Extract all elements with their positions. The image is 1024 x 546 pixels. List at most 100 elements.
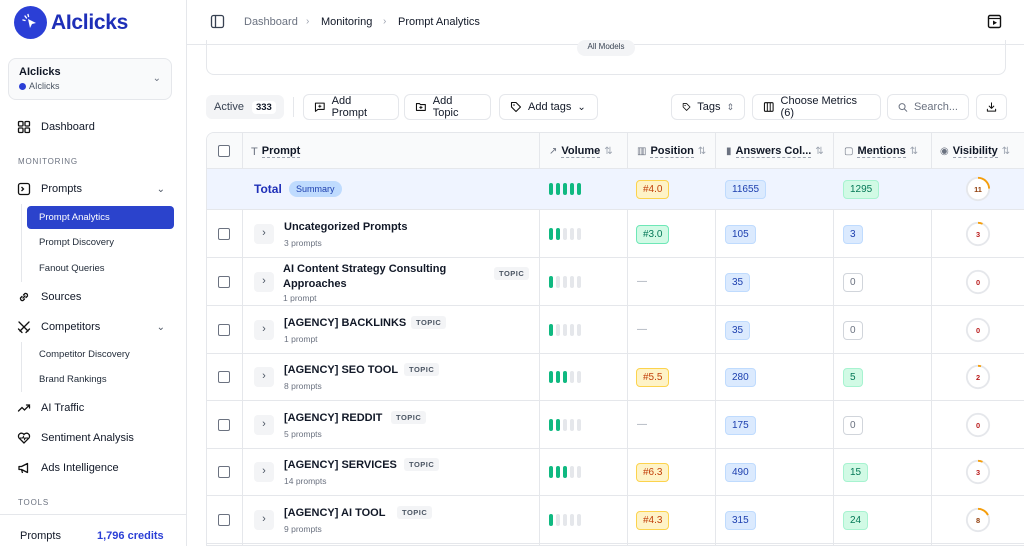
- volume-bar: [570, 183, 574, 195]
- breadcrumb-prompt-analytics: Prompt Analytics: [398, 16, 480, 28]
- volume-bars: [549, 183, 581, 195]
- prompt-count: 1 prompt: [283, 293, 317, 303]
- choose-metrics-button[interactable]: Choose Metrics (6): [752, 94, 881, 120]
- divider: [715, 133, 716, 545]
- sort-icon: ⇅: [1001, 146, 1011, 157]
- chevron-right-icon[interactable]: ›: [254, 510, 274, 530]
- workspace-switcher[interactable]: AIclicks AIclicks ⌄: [8, 58, 172, 100]
- search-input[interactable]: Search...: [887, 94, 969, 120]
- prompt-count: 1 prompt: [284, 334, 318, 344]
- sidebar-item-competitor-discovery[interactable]: Competitor Discovery: [39, 349, 130, 360]
- section-label-monitoring: MONITORING: [18, 157, 78, 166]
- download-icon: [986, 102, 997, 112]
- column-header-prompt[interactable]: T Prompt: [251, 145, 301, 158]
- row-checkbox[interactable]: [218, 276, 230, 288]
- row-checkbox[interactable]: [218, 466, 230, 478]
- row-checkbox[interactable]: [218, 228, 230, 240]
- row-checkbox[interactable]: [218, 514, 230, 526]
- breadcrumb-dashboard[interactable]: Dashboard: [244, 16, 298, 28]
- add-tags-button[interactable]: Add tags ⌄: [499, 94, 598, 120]
- volume-bars: [549, 228, 581, 240]
- chevron-right-icon[interactable]: ›: [254, 415, 274, 435]
- table-row[interactable]: › [AGENCY] SERVICES 14 prompts TOPIC #6.3 490…: [207, 448, 1024, 496]
- prompt-name[interactable]: [AGENCY] REDDIT: [284, 412, 383, 424]
- section-label-tools: TOOLS: [18, 498, 49, 507]
- column-label: Mentions: [857, 145, 906, 158]
- row-checkbox[interactable]: [218, 371, 230, 383]
- sidebar-item-label: Dashboard: [41, 121, 95, 133]
- breadcrumb-monitoring[interactable]: Monitoring: [321, 16, 373, 28]
- sort-icon: ⇅: [815, 146, 824, 157]
- volume-bar: [577, 324, 581, 336]
- divider: [21, 342, 22, 392]
- download-button[interactable]: [976, 94, 1007, 120]
- prompt-name[interactable]: [AGENCY] SEO TOOL: [284, 364, 399, 376]
- volume-bar: [563, 419, 567, 431]
- column-header-mentions[interactable]: ▢ Mentions ⇅: [844, 145, 918, 158]
- sidebar-toggle-icon[interactable]: [210, 14, 225, 29]
- chevron-right-icon[interactable]: ›: [254, 320, 274, 340]
- sidebar-item-sources[interactable]: Sources: [0, 290, 187, 304]
- volume-bar: [549, 514, 553, 526]
- active-filter-pill[interactable]: Active 333: [206, 95, 284, 119]
- tags-filter-button[interactable]: Tags ⇕: [671, 94, 745, 120]
- prompt-name[interactable]: AI Content Strategy Consulting Approache…: [283, 263, 447, 290]
- chevron-right-icon[interactable]: ›: [254, 367, 274, 387]
- mentions-chip: 3: [843, 225, 863, 244]
- sort-icon: ⇅: [909, 146, 919, 157]
- sidebar-item-ai-traffic[interactable]: AI Traffic: [0, 401, 187, 415]
- prompt-count: 3 prompts: [284, 238, 322, 248]
- volume-bar: [563, 324, 567, 336]
- video-tutorial-icon[interactable]: [987, 14, 1002, 29]
- table-row[interactable]: › [AGENCY] REDDIT 5 prompts TOPIC — 175 0 0: [207, 401, 1024, 449]
- sidebar-item-sentiment-analysis[interactable]: Sentiment Analysis: [0, 431, 187, 445]
- message-icon: ▢: [844, 146, 854, 157]
- all-models-chip[interactable]: All Models: [577, 40, 635, 56]
- logo[interactable]: AIclicks: [14, 6, 128, 39]
- add-topic-button[interactable]: Add Topic: [404, 94, 491, 120]
- column-header-position[interactable]: ▥ Position ⇅: [637, 145, 706, 158]
- sidebar-item-brand-rankings[interactable]: Brand Rankings: [39, 374, 107, 385]
- sidebar-item-prompt-analytics[interactable]: Prompt Analytics: [39, 212, 110, 223]
- table-row[interactable]: › Uncategorized Prompts 3 prompts #3.0 105 3 3: [207, 210, 1024, 258]
- sidebar-item-dashboard[interactable]: Dashboard: [0, 120, 187, 134]
- prompt-name[interactable]: [AGENCY] SERVICES: [284, 459, 397, 471]
- sidebar-item-ads-intelligence[interactable]: Ads Intelligence: [0, 461, 187, 475]
- sidebar-item-competitors[interactable]: Competitors ⌄: [0, 320, 187, 334]
- table-row-total: Total Summary #4.0 11655 1295 11: [207, 169, 1024, 210]
- mentions-chip: 0: [843, 416, 863, 435]
- add-tags-label: Add tags: [528, 101, 572, 113]
- column-label: Position: [650, 145, 694, 158]
- row-checkbox[interactable]: [218, 419, 230, 431]
- add-prompt-button[interactable]: Add Prompt: [303, 94, 399, 120]
- row-checkbox[interactable]: [218, 324, 230, 336]
- chevron-right-icon[interactable]: ›: [254, 462, 274, 482]
- prompt-name[interactable]: [AGENCY] BACKLINKS: [284, 317, 407, 329]
- chevron-up-down-icon: ⇕: [726, 101, 734, 112]
- sidebar-item-prompts[interactable]: Prompts ⌄: [0, 182, 187, 196]
- table-row[interactable]: › [AGENCY] SEO TOOL 8 prompts TOPIC #5.5 280 5…: [207, 353, 1024, 401]
- prompt-name[interactable]: Uncategorized Prompts: [284, 221, 408, 233]
- credits-value[interactable]: 1,796 credits: [97, 530, 164, 542]
- podium-icon: ▥: [637, 146, 647, 157]
- table-row[interactable]: › [AGENCY] BACKLINKS 1 prompt TOPIC — 35 0 0: [207, 306, 1024, 354]
- volume-bars: [549, 514, 581, 526]
- table-row[interactable]: › AI Content Strategy Consulting Approach…: [207, 258, 1024, 306]
- select-all-checkbox[interactable]: [218, 145, 230, 157]
- volume-bar: [549, 466, 553, 478]
- sidebar-item-fanout-queries[interactable]: Fanout Queries: [39, 263, 105, 274]
- column-header-volume[interactable]: ↗ Volume ⇅: [549, 145, 613, 158]
- svg-text:0: 0: [976, 278, 980, 287]
- prompt-name[interactable]: [AGENCY] AI TOOL: [284, 507, 386, 519]
- volume-bar: [570, 419, 574, 431]
- trend-icon: ↗: [549, 146, 558, 157]
- chevron-right-icon[interactable]: ›: [254, 224, 274, 244]
- table-row[interactable]: › [AGENCY] AI TOOL 9 prompts TOPIC #4.3 315 24…: [207, 496, 1024, 544]
- column-header-answers[interactable]: ▮ Answers Col... ⇅: [726, 145, 824, 158]
- answers-chip: 11655: [725, 180, 767, 199]
- sidebar-item-prompt-discovery[interactable]: Prompt Discovery: [39, 237, 114, 248]
- terminal-icon: [17, 182, 31, 196]
- column-header-visibility[interactable]: ◉ Visibility ⇅: [940, 145, 1010, 158]
- chevron-right-icon[interactable]: ›: [254, 272, 274, 292]
- column-label: Answers Col...: [735, 145, 812, 158]
